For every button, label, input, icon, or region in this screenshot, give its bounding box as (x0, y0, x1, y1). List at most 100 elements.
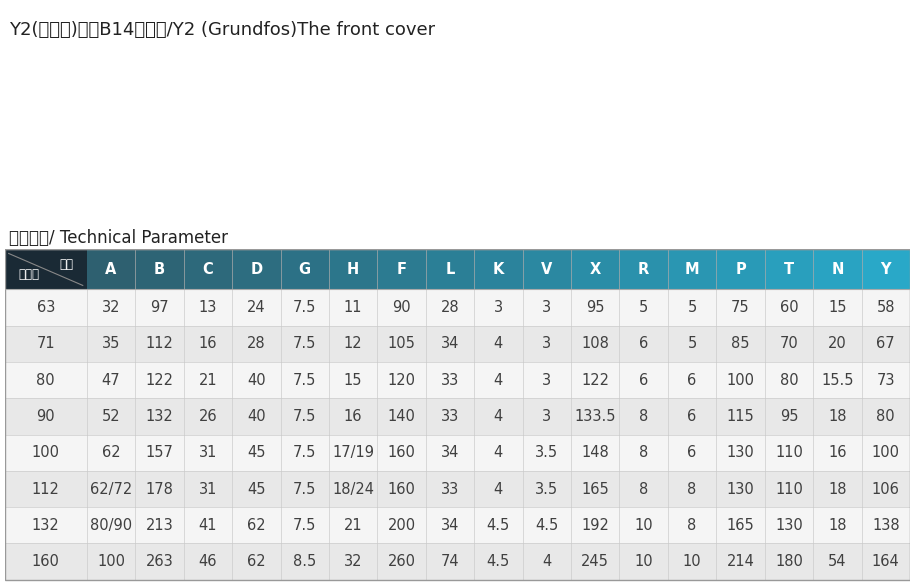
Text: 112: 112 (146, 336, 174, 352)
Text: Y: Y (881, 262, 891, 277)
Text: 24: 24 (247, 300, 266, 315)
Text: 3.5: 3.5 (535, 445, 559, 460)
Text: P: P (735, 262, 746, 277)
Text: 148: 148 (581, 445, 609, 460)
Text: 18: 18 (828, 481, 846, 497)
Text: 40: 40 (247, 373, 266, 387)
FancyBboxPatch shape (5, 507, 910, 544)
Text: 34: 34 (440, 518, 460, 533)
Text: 110: 110 (775, 445, 803, 460)
Text: 45: 45 (248, 481, 266, 497)
Text: 18: 18 (828, 518, 846, 533)
Text: 4: 4 (494, 373, 503, 387)
FancyBboxPatch shape (329, 249, 378, 289)
Text: 41: 41 (198, 518, 217, 533)
FancyBboxPatch shape (474, 249, 522, 289)
Text: K: K (492, 262, 504, 277)
Text: 8: 8 (639, 409, 648, 424)
FancyBboxPatch shape (620, 249, 668, 289)
Text: 3: 3 (542, 409, 551, 424)
Text: 214: 214 (726, 554, 754, 569)
Text: 45: 45 (248, 445, 266, 460)
Text: 70: 70 (780, 336, 798, 352)
FancyBboxPatch shape (522, 249, 571, 289)
Text: 6: 6 (687, 373, 697, 387)
Text: 80: 80 (876, 409, 895, 424)
Text: 62/72: 62/72 (90, 481, 132, 497)
Text: 15: 15 (344, 373, 362, 387)
Text: 6: 6 (639, 336, 648, 352)
Text: 245: 245 (581, 554, 609, 569)
FancyBboxPatch shape (716, 249, 764, 289)
Text: 97: 97 (150, 300, 169, 315)
Text: 11: 11 (344, 300, 362, 315)
Text: 4: 4 (494, 409, 503, 424)
FancyBboxPatch shape (862, 249, 910, 289)
Text: 263: 263 (146, 554, 174, 569)
Text: 112: 112 (32, 481, 60, 497)
Text: 26: 26 (198, 409, 217, 424)
Text: 6: 6 (639, 373, 648, 387)
Text: 12: 12 (344, 336, 362, 352)
Text: G: G (298, 262, 311, 277)
Text: 7.5: 7.5 (293, 481, 317, 497)
Text: 80: 80 (36, 373, 55, 387)
Text: 34: 34 (440, 336, 460, 352)
Text: A: A (106, 262, 116, 277)
FancyBboxPatch shape (5, 289, 910, 326)
Text: 6: 6 (687, 445, 697, 460)
Text: 100: 100 (32, 445, 60, 460)
Text: 33: 33 (440, 373, 460, 387)
Text: 130: 130 (727, 445, 754, 460)
Text: 5: 5 (687, 300, 697, 315)
Text: 4.5: 4.5 (487, 554, 511, 569)
Text: 80: 80 (780, 373, 798, 387)
Text: 132: 132 (32, 518, 59, 533)
Text: 165: 165 (727, 518, 754, 533)
Text: 7.5: 7.5 (293, 300, 317, 315)
FancyBboxPatch shape (814, 249, 862, 289)
Text: 60: 60 (780, 300, 798, 315)
FancyBboxPatch shape (86, 249, 136, 289)
Text: 4: 4 (494, 481, 503, 497)
Text: 75: 75 (732, 300, 750, 315)
Text: 16: 16 (198, 336, 217, 352)
Text: 122: 122 (146, 373, 174, 387)
Text: 100: 100 (872, 445, 900, 460)
FancyBboxPatch shape (764, 249, 814, 289)
Text: 17/19: 17/19 (332, 445, 374, 460)
Text: 33: 33 (440, 481, 460, 497)
Text: 10: 10 (634, 518, 653, 533)
Text: 95: 95 (780, 409, 798, 424)
FancyBboxPatch shape (5, 434, 910, 471)
FancyBboxPatch shape (5, 544, 910, 580)
Text: 106: 106 (872, 481, 900, 497)
Text: 代号: 代号 (59, 258, 74, 271)
Text: 16: 16 (344, 409, 362, 424)
Text: 62: 62 (102, 445, 120, 460)
FancyBboxPatch shape (232, 249, 280, 289)
Text: 4.5: 4.5 (487, 518, 511, 533)
FancyBboxPatch shape (5, 398, 910, 434)
Text: B: B (154, 262, 165, 277)
Text: 54: 54 (828, 554, 846, 569)
Text: 7.5: 7.5 (293, 336, 317, 352)
Text: 47: 47 (102, 373, 120, 387)
Text: 180: 180 (775, 554, 803, 569)
Text: 200: 200 (388, 518, 416, 533)
Text: 15: 15 (828, 300, 846, 315)
Text: 5: 5 (639, 300, 648, 315)
Text: 21: 21 (198, 373, 217, 387)
Text: F: F (397, 262, 407, 277)
Text: 74: 74 (440, 554, 460, 569)
Text: 8: 8 (687, 518, 697, 533)
Text: 4: 4 (494, 445, 503, 460)
Text: 58: 58 (876, 300, 895, 315)
Text: 122: 122 (581, 373, 610, 387)
Text: 71: 71 (36, 336, 55, 352)
Text: 8: 8 (639, 481, 648, 497)
FancyBboxPatch shape (280, 249, 329, 289)
Text: 130: 130 (775, 518, 803, 533)
Text: 32: 32 (344, 554, 362, 569)
Text: 85: 85 (732, 336, 750, 352)
